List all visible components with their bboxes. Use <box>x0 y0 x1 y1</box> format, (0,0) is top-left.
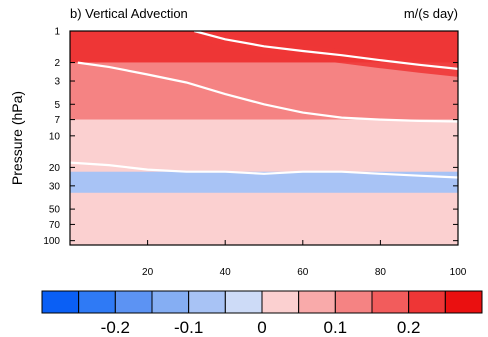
x-tick-label: 100 <box>450 267 467 278</box>
chart-title-right: m/(s day) <box>404 6 458 21</box>
zero-contour <box>193 31 458 70</box>
y-tick-label: 3 <box>54 77 60 88</box>
x-tick-label: 80 <box>375 267 387 278</box>
y-tick-label: 7 <box>54 115 60 126</box>
zero-contour-lines <box>70 31 458 179</box>
colorbar-swatch <box>224 290 263 314</box>
contour-field <box>70 31 458 245</box>
y-tick-label: 20 <box>49 163 61 174</box>
chart-title-left: b) Vertical Advection <box>70 6 188 21</box>
y-tick-label: 30 <box>49 181 61 192</box>
y-tick-label: 50 <box>49 205 61 216</box>
colorbar-swatch <box>78 290 116 314</box>
colorbar-swatch <box>41 290 80 314</box>
colorbar-swatch <box>188 290 226 314</box>
colorbar-swatch <box>298 290 336 314</box>
colorbar-tick-label: -0.2 <box>101 318 130 337</box>
field-band <box>70 171 458 193</box>
colorbar-swatch <box>408 290 446 314</box>
plot-frame <box>69 30 459 246</box>
colorbar-swatch <box>114 290 153 314</box>
zero-contour <box>70 161 458 179</box>
zero-contour <box>77 61 458 123</box>
y-tick-label: 70 <box>49 220 61 231</box>
field-band <box>70 192 458 245</box>
y-tick-label: 100 <box>43 236 60 247</box>
colorbar: -0.2 -0.1 0 0.1 0.2 <box>41 290 483 337</box>
colorbar-swatch <box>444 290 483 314</box>
y-tick-label: 2 <box>54 58 60 69</box>
field-band <box>70 119 458 168</box>
y-tick-label: 10 <box>49 131 61 142</box>
colorbar-swatch <box>151 290 190 314</box>
colorbar-tick-label: 0.2 <box>397 318 421 337</box>
colorbar-tick-label: -0.1 <box>174 318 203 337</box>
y-axis: 1 2 3 5 7 10 20 30 50 70 100 <box>43 27 458 247</box>
x-tick-label: 20 <box>142 267 154 278</box>
y-tick-label: 5 <box>54 100 60 111</box>
colorbar-swatch <box>371 290 410 314</box>
colorbar-swatch <box>334 290 373 314</box>
y-tick-label: 1 <box>54 27 60 38</box>
y-axis-label: Pressure (hPa) <box>9 91 25 185</box>
colorbar-tick-label: 0 <box>257 318 266 337</box>
x-tick-label: 60 <box>297 267 309 278</box>
x-tick-label: 40 <box>220 267 232 278</box>
colorbar-swatch <box>261 290 300 314</box>
colorbar-tick-label: 0.1 <box>324 318 348 337</box>
x-axis: 20 40 60 80 100 <box>142 240 467 278</box>
